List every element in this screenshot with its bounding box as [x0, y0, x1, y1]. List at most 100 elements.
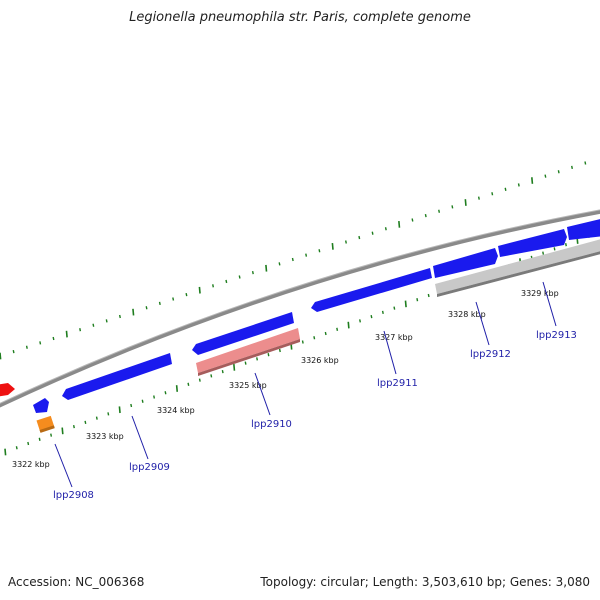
label-leader — [54, 443, 73, 488]
gene-feature-pink[interactable] — [196, 328, 300, 373]
minor-tick — [84, 420, 87, 425]
minor-tick — [553, 247, 556, 251]
label-leader — [131, 415, 149, 460]
minor-tick — [371, 231, 374, 235]
minor-tick — [427, 293, 430, 298]
gene-label-lpp2909[interactable]: lpp2909 — [129, 462, 170, 473]
gene-feature-next[interactable] — [567, 218, 600, 240]
major-tick — [118, 406, 121, 414]
kbp-label: 3327 kbp — [375, 333, 413, 342]
minor-tick — [324, 331, 327, 336]
minor-tick — [542, 251, 545, 255]
accession-text: Accession: NC_006368 — [8, 575, 145, 589]
minor-tick — [477, 196, 480, 200]
minor-tick — [105, 319, 108, 323]
major-tick — [233, 364, 236, 371]
gene-feature-lpp2909[interactable] — [62, 353, 172, 400]
major-tick — [65, 330, 68, 338]
minor-tick — [172, 297, 175, 301]
gene-feature-lpp2912[interactable] — [433, 248, 498, 278]
minor-tick — [210, 374, 213, 378]
minor-tick — [221, 369, 224, 374]
minor-tick — [370, 314, 373, 319]
gene-label-lpp2912[interactable]: lpp2912 — [470, 349, 511, 360]
minor-tick — [141, 399, 144, 403]
gene-feature-lpp2908[interactable] — [33, 398, 49, 413]
minor-tick — [12, 349, 15, 354]
gene-feature-grey[interactable] — [435, 238, 600, 294]
minor-tick — [358, 235, 361, 240]
label-leader — [254, 372, 271, 416]
minor-tick — [187, 382, 190, 386]
minor-tick — [278, 262, 281, 266]
genome-summary-text: Topology: circular; Length: 3,503,610 bp… — [260, 575, 590, 589]
minor-tick — [359, 319, 361, 323]
minor-tick — [225, 279, 228, 284]
minor-tick — [451, 205, 454, 209]
kbp-label: 3328 kbp — [448, 310, 486, 319]
minor-tick — [438, 209, 441, 213]
major-tick — [4, 448, 7, 456]
gene-label-lpp2913[interactable]: lpp2913 — [536, 330, 577, 341]
gene-feature-grey-edge — [437, 251, 600, 297]
minor-tick — [393, 306, 396, 310]
minor-tick — [145, 306, 148, 310]
minor-tick — [504, 187, 507, 191]
minor-tick — [39, 341, 42, 345]
gene-label-lpp2908[interactable]: lpp2908 — [53, 490, 94, 501]
minor-tick — [557, 170, 560, 174]
major-tick — [531, 177, 534, 184]
minor-tick — [584, 161, 587, 165]
minor-tick — [50, 433, 53, 437]
genome-backbone — [0, 209, 600, 408]
minor-tick — [38, 437, 41, 441]
gene-feature-red[interactable] — [0, 383, 15, 397]
major-tick — [331, 242, 334, 250]
minor-tick — [544, 174, 547, 178]
minor-tick — [185, 292, 188, 297]
minor-tick — [305, 253, 308, 257]
minor-tick — [15, 446, 18, 450]
minor-tick — [95, 416, 98, 420]
minor-tick — [336, 327, 339, 331]
minor-tick — [251, 271, 254, 275]
minor-tick — [267, 353, 270, 357]
major-tick — [398, 221, 401, 228]
gene-label-lpp2911[interactable]: lpp2911 — [377, 378, 418, 389]
minor-tick — [564, 243, 567, 247]
minor-tick — [384, 227, 387, 231]
minor-tick — [517, 183, 520, 187]
minor-tick — [92, 323, 95, 327]
gene-feature-lpp2913[interactable] — [498, 229, 567, 257]
minor-tick — [244, 361, 247, 365]
inner-tick-track — [4, 230, 600, 456]
minor-tick — [212, 284, 215, 288]
minor-tick — [301, 340, 304, 344]
genome-title: Legionella pneumophila str. Paris, compl… — [129, 10, 471, 25]
major-tick — [347, 321, 350, 329]
gene-feature-lpp2908-shadow — [39, 425, 55, 433]
minor-tick — [52, 336, 55, 341]
minor-tick — [318, 249, 321, 253]
kbp-label: 3326 kbp — [301, 356, 339, 365]
minor-tick — [571, 165, 573, 170]
minor-tick — [198, 378, 201, 382]
kbp-label: 3322 kbp — [12, 460, 50, 469]
gene-feature-lpp2911[interactable] — [311, 268, 432, 312]
gene-label-lpp2910[interactable]: lpp2910 — [251, 419, 292, 430]
gene-feature-pink-edge — [198, 339, 300, 376]
minor-tick — [27, 441, 30, 446]
kbp-label: 3329 kbp — [521, 289, 559, 298]
minor-tick — [164, 391, 167, 395]
gene-feature-lpp2910[interactable] — [192, 312, 294, 355]
major-tick — [265, 264, 268, 272]
minor-tick — [344, 240, 347, 244]
kbp-label: 3324 kbp — [157, 406, 195, 415]
major-tick — [404, 300, 407, 308]
kbp-label: 3325 kbp — [229, 381, 267, 390]
minor-tick — [118, 314, 121, 319]
minor-tick — [25, 345, 28, 349]
minor-tick — [424, 213, 427, 218]
minor-tick — [72, 424, 75, 429]
